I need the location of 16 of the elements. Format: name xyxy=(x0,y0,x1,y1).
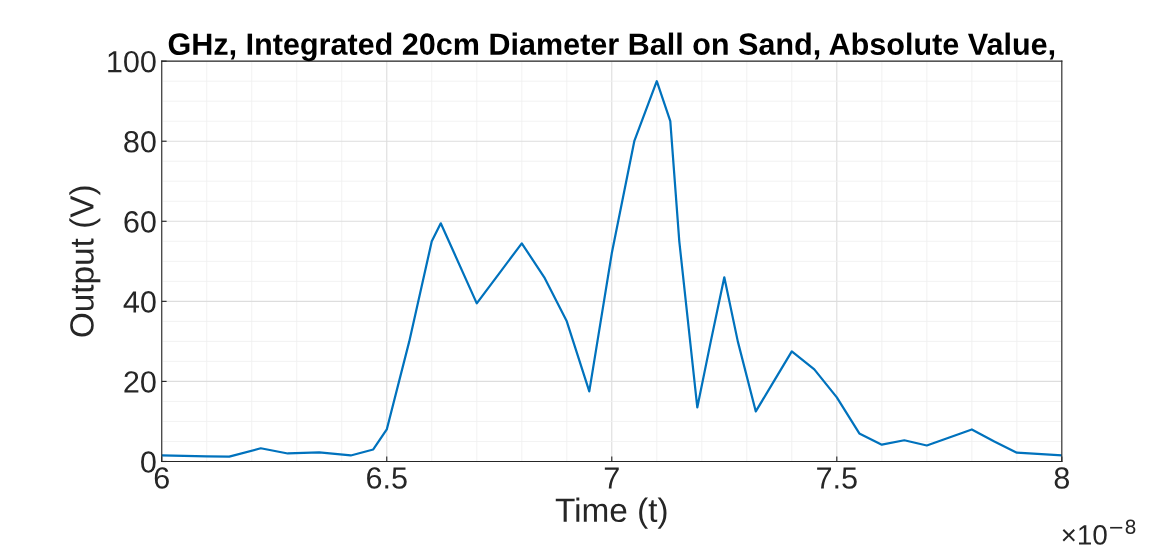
x-tick-label: 6.5 xyxy=(367,467,407,489)
y-tick-label: 80 xyxy=(124,130,156,153)
line-series xyxy=(161,80,1062,458)
text: ×10$^{−8}$ xyxy=(1062,519,1136,545)
x-axis-title: Time (t) xyxy=(555,497,667,529)
y-tick-label: 20 xyxy=(124,371,156,393)
y-axis-title: Output (V) xyxy=(69,186,101,337)
y-tick-label: 60 xyxy=(124,211,156,233)
chart-title: GHz, Integrated 20cm Diameter Ball on Sand, Absolute Value, xyxy=(168,32,1055,62)
x-tick-label: 7.5 xyxy=(817,467,857,489)
x-tick-label: 7 xyxy=(604,467,619,489)
y-tick-label: 0 xyxy=(141,451,156,473)
y-tick-label: 100 xyxy=(108,50,156,73)
x-tick-label: 8 xyxy=(1054,467,1069,489)
y-tick-label: 40 xyxy=(123,291,156,313)
x-tick-label: 6 xyxy=(154,467,169,489)
